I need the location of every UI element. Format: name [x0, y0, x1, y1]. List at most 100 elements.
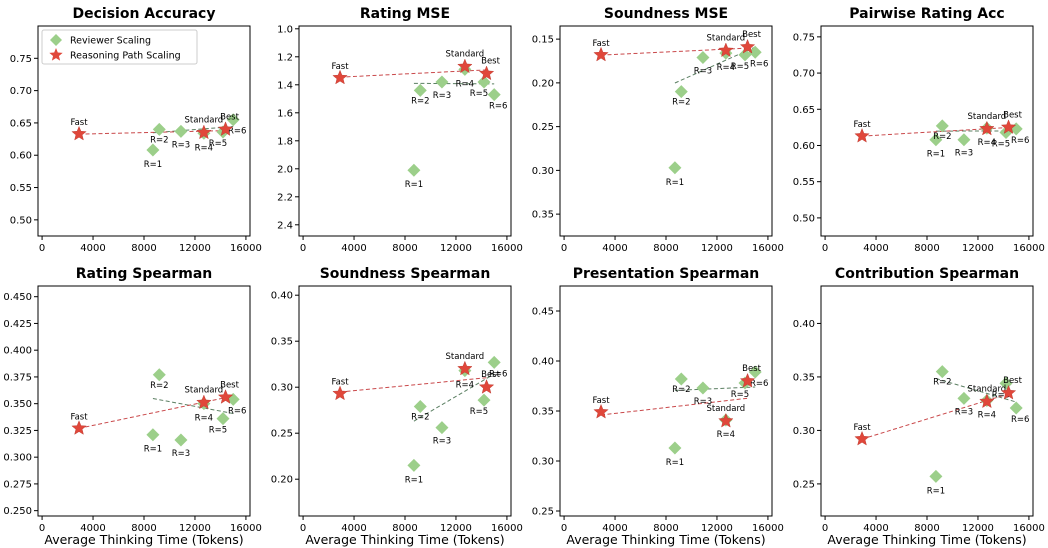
y-tick-label: 0.20 — [271, 475, 293, 486]
y-tick-label: 0.50 — [793, 213, 815, 224]
reviewer-trend-line — [935, 378, 1017, 403]
point-label: R=4 — [978, 138, 996, 148]
reviewer-point — [407, 163, 421, 177]
x-tick-label: 16000 — [752, 243, 784, 254]
x-tick-label: 8000 — [914, 523, 939, 534]
reasoning-point — [71, 420, 87, 435]
reasoning-point — [593, 46, 609, 62]
reviewer-point — [413, 400, 427, 414]
reasoning-point — [196, 124, 212, 140]
legend-box — [41, 29, 198, 65]
plot-frame — [37, 285, 251, 517]
y-tick-label: 0.35 — [793, 372, 815, 383]
point-label: R=3 — [172, 449, 190, 459]
reviewer-point — [748, 365, 762, 379]
chart-title: Rating MSE — [360, 6, 450, 22]
reviewer-point — [226, 113, 240, 127]
reviewer-point — [668, 161, 682, 175]
x-axis-label: Average Thinking Time (Tokens) — [827, 532, 1026, 547]
point-label: R=2 — [672, 385, 690, 395]
y-tick-label: 0.70 — [793, 69, 815, 80]
point-label: Best — [481, 57, 500, 67]
y-tick-label: 1.2 — [277, 52, 293, 63]
x-tick-label: 4000 — [602, 243, 627, 254]
reviewer-point — [174, 124, 188, 138]
reviewer-point — [929, 469, 943, 483]
x-tick-label: 16000 — [491, 523, 523, 534]
point-label: R=5 — [470, 407, 488, 417]
reasoning-point — [739, 38, 756, 54]
legend-reasoning-label: Reasoning Path Scaling — [70, 51, 181, 62]
reasoning-trend-line — [601, 47, 748, 56]
x-tick-label: 8000 — [392, 523, 417, 534]
point-label: Fast — [70, 412, 88, 422]
x-axis-label: Average Thinking Time (Tokens) — [305, 532, 504, 547]
chart-title: Pairwise Rating Acc — [849, 6, 1004, 22]
x-tick-label: 0 — [822, 243, 828, 254]
y-tick-label: 0.30 — [271, 383, 293, 394]
y-tick-label: 0.70 — [10, 86, 32, 97]
point-label: Standard — [707, 34, 746, 44]
x-tick-label: 8000 — [653, 523, 678, 534]
point-label: R=6 — [228, 406, 246, 416]
x-tick-label: 8000 — [653, 243, 678, 254]
reasoning-point — [457, 58, 473, 74]
legend-reviewer-label: Reviewer Scaling — [70, 36, 151, 47]
y-tick-label: 0.25 — [271, 429, 293, 440]
reasoning-point — [196, 394, 212, 410]
y-tick-label: 0.25 — [532, 122, 554, 133]
y-tick-label: 0.25 — [793, 479, 815, 490]
chart-title: Contribution Spearman — [835, 266, 1019, 282]
reviewer-point — [999, 376, 1013, 390]
x-tick-label: 12000 — [701, 523, 733, 534]
x-tick-label: 8000 — [131, 523, 156, 534]
y-tick-label: 0.35 — [532, 210, 554, 221]
point-label: R=2 — [150, 381, 168, 391]
point-label: R=6 — [1011, 415, 1029, 425]
x-tick-label: 16000 — [491, 243, 523, 254]
y-tick-label: 0.55 — [793, 177, 815, 188]
y-tick-label: 0.50 — [10, 215, 32, 226]
x-tick-label: 0 — [39, 523, 45, 534]
point-label: Best — [220, 112, 239, 122]
reviewer-point — [477, 393, 491, 407]
reasoning-trend-line — [861, 126, 1009, 137]
x-tick-label: 0 — [39, 243, 45, 254]
point-label: R=2 — [672, 98, 690, 108]
point-label: R=6 — [228, 127, 246, 137]
point-label: R=5 — [209, 139, 227, 149]
reasoning-point — [854, 430, 870, 446]
legend-reviewer-marker — [50, 34, 62, 46]
reviewer-point — [935, 365, 949, 379]
y-tick-label: 1.4 — [277, 80, 293, 91]
reviewer-trend-line — [152, 398, 234, 414]
point-label: Best — [1003, 376, 1022, 386]
x-tick-label: 16000 — [1013, 243, 1045, 254]
y-tick-label: 0.35 — [532, 407, 554, 418]
subplot-7: Presentation Spearman 0 4000 8000 12000 16000… — [532, 266, 784, 547]
y-tick-label: 0.325 — [3, 426, 32, 437]
y-tick-label: 0.40 — [271, 291, 293, 302]
reasoning-trend-line — [600, 397, 748, 416]
y-tick-label: 0.350 — [3, 399, 32, 410]
x-tick-label: 4000 — [80, 243, 105, 254]
reviewer-trend-line — [674, 386, 756, 391]
reasoning-point — [1000, 384, 1017, 400]
reviewer-point — [174, 433, 188, 447]
point-label: R=2 — [933, 378, 951, 388]
reviewer-point — [957, 391, 971, 405]
x-tick-label: 16000 — [752, 523, 784, 534]
subplot-3: Soundness MSE 0 4000 8000 12000 16000 0.15 0.20… — [532, 6, 784, 254]
y-tick-label: 0.30 — [532, 457, 554, 468]
point-label: R=1 — [144, 160, 162, 170]
point-label: Best — [742, 30, 761, 40]
point-label: R=4 — [456, 381, 474, 391]
reviewer-point — [435, 421, 449, 435]
point-label: Fast — [853, 423, 871, 433]
point-label: R=5 — [731, 62, 749, 72]
reviewer-point — [435, 75, 449, 89]
y-tick-label: 0.25 — [532, 507, 554, 518]
point-label: R=5 — [470, 89, 488, 99]
point-label: R=1 — [666, 458, 684, 468]
reviewer-point — [674, 372, 688, 386]
